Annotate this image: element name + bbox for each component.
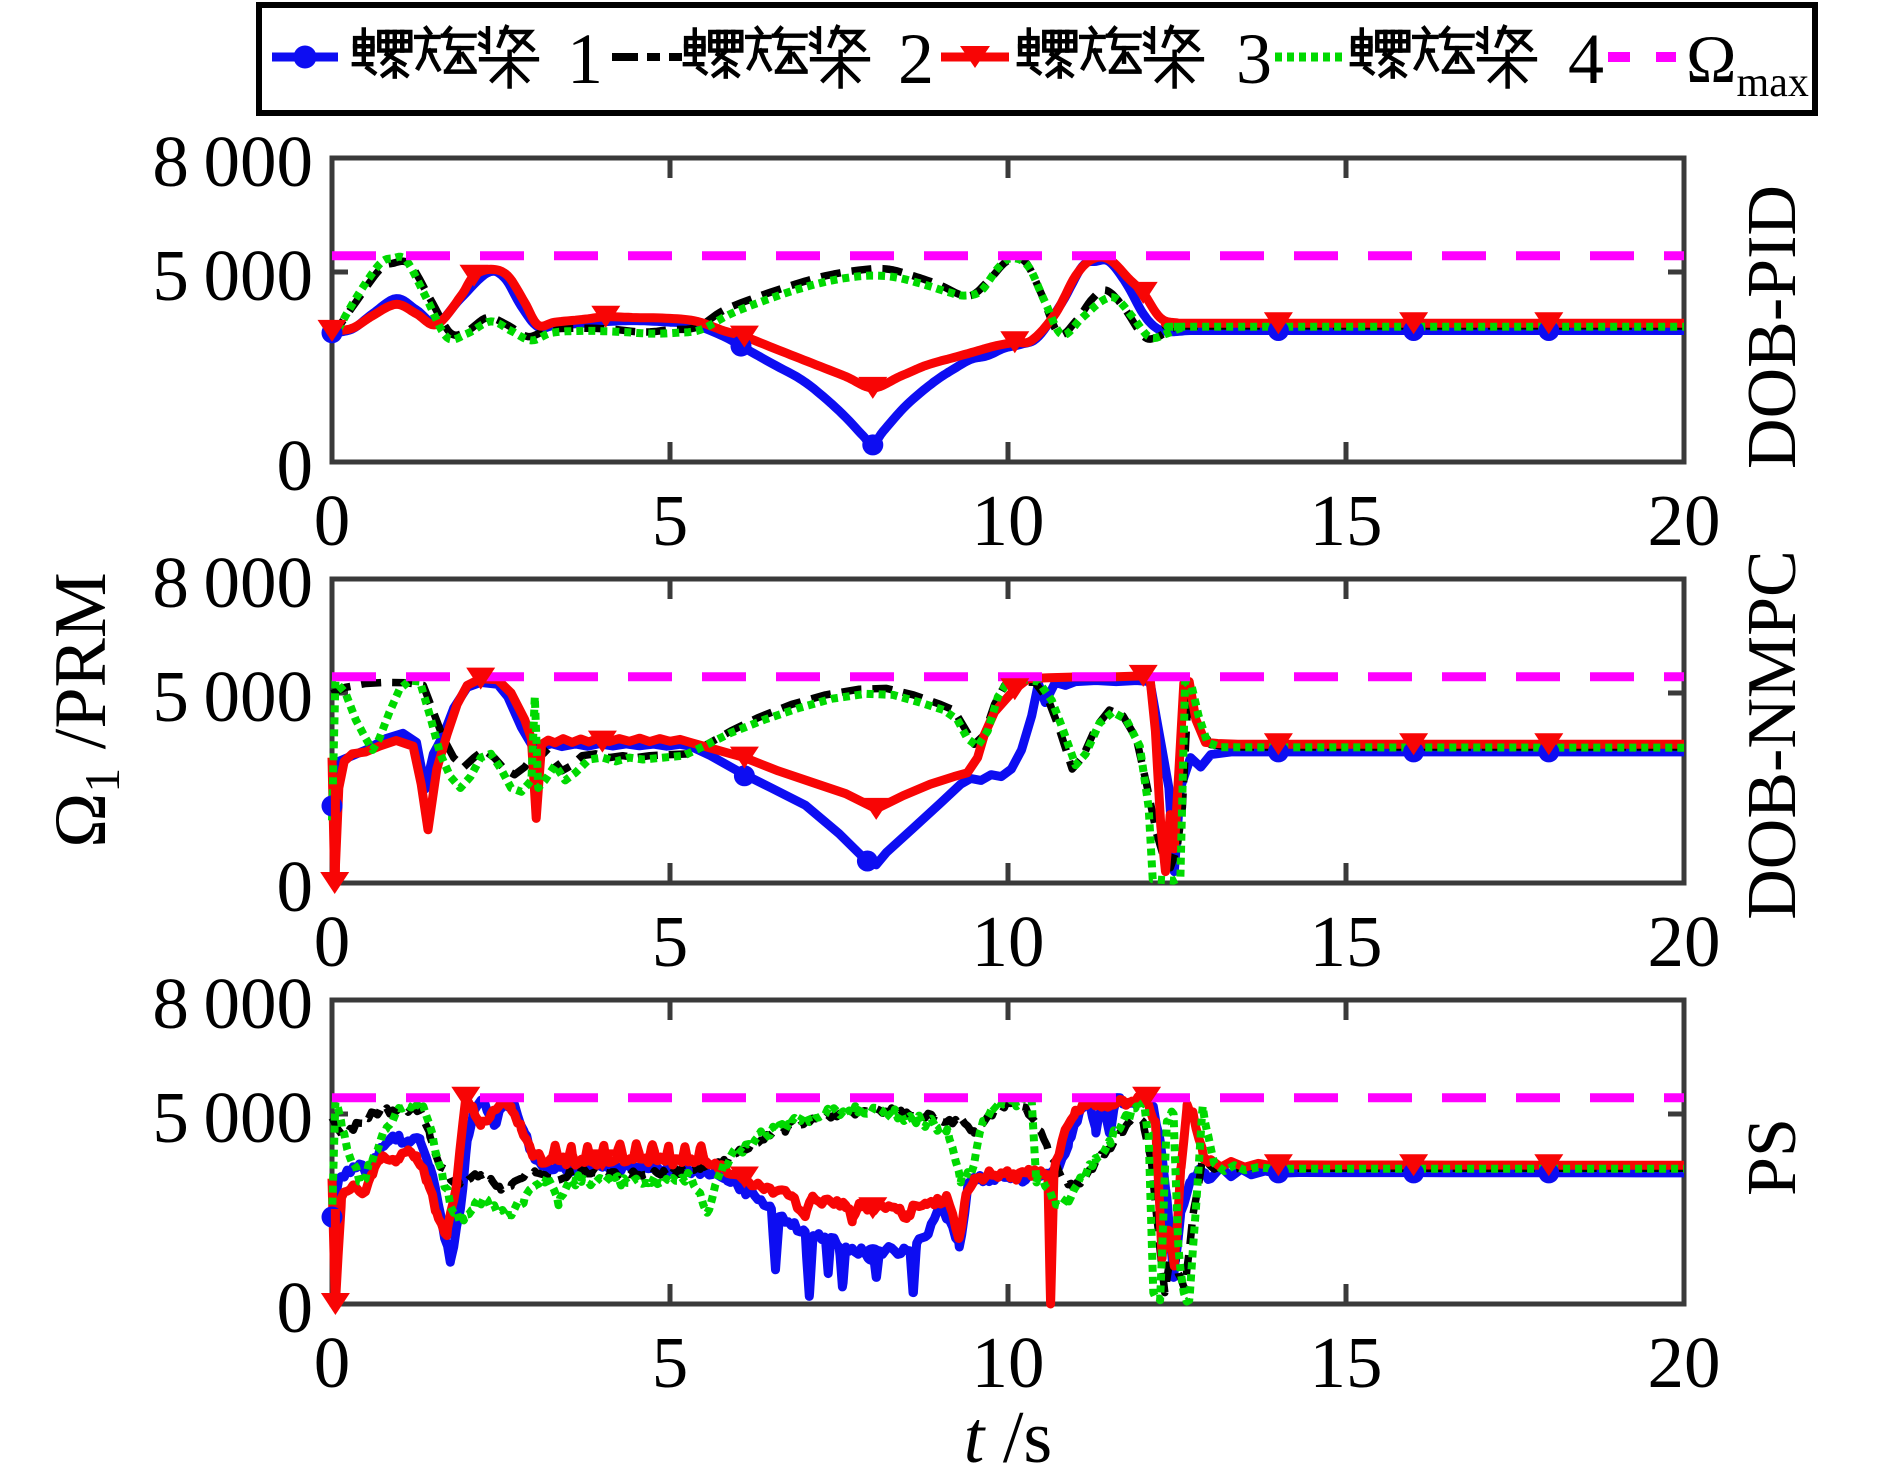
- svg-text:8 000: 8 000: [152, 542, 313, 623]
- svg-text:20: 20: [1648, 480, 1721, 561]
- svg-text:0: 0: [277, 846, 314, 927]
- svg-text:20: 20: [1648, 901, 1721, 982]
- svg-text:5 000: 5 000: [152, 235, 313, 316]
- svg-text:10: 10: [972, 480, 1045, 561]
- svg-text:4: 4: [1568, 19, 1604, 99]
- svg-text:PS: PS: [1734, 1118, 1811, 1196]
- svg-text:10: 10: [972, 1322, 1045, 1403]
- svg-text:15: 15: [1310, 901, 1383, 982]
- svg-text:5: 5: [652, 480, 689, 561]
- svg-text:Ω1 /PRM: Ω1 /PRM: [40, 572, 130, 847]
- svg-text:0: 0: [314, 480, 351, 561]
- svg-text:20: 20: [1648, 1322, 1721, 1403]
- svg-text:3: 3: [1236, 19, 1272, 99]
- svg-text:DOB-PID: DOB-PID: [1734, 185, 1811, 469]
- svg-text:0: 0: [314, 901, 351, 982]
- svg-text:0: 0: [314, 1322, 351, 1403]
- svg-text:5 000: 5 000: [152, 1077, 313, 1158]
- svg-text:0: 0: [277, 1267, 314, 1348]
- svg-text:DOB-NMPC: DOB-NMPC: [1734, 550, 1811, 920]
- svg-text:2: 2: [898, 19, 934, 99]
- svg-text:t /s: t /s: [964, 1397, 1052, 1477]
- svg-text:5: 5: [652, 901, 689, 982]
- svg-text:5: 5: [652, 1322, 689, 1403]
- svg-text:10: 10: [972, 901, 1045, 982]
- svg-text:0: 0: [277, 425, 314, 506]
- svg-text:15: 15: [1310, 1322, 1383, 1403]
- svg-text:8 000: 8 000: [152, 963, 313, 1044]
- svg-text:15: 15: [1310, 480, 1383, 561]
- svg-text:8 000: 8 000: [152, 121, 313, 202]
- svg-text:5 000: 5 000: [152, 656, 313, 737]
- svg-text:1: 1: [567, 19, 603, 99]
